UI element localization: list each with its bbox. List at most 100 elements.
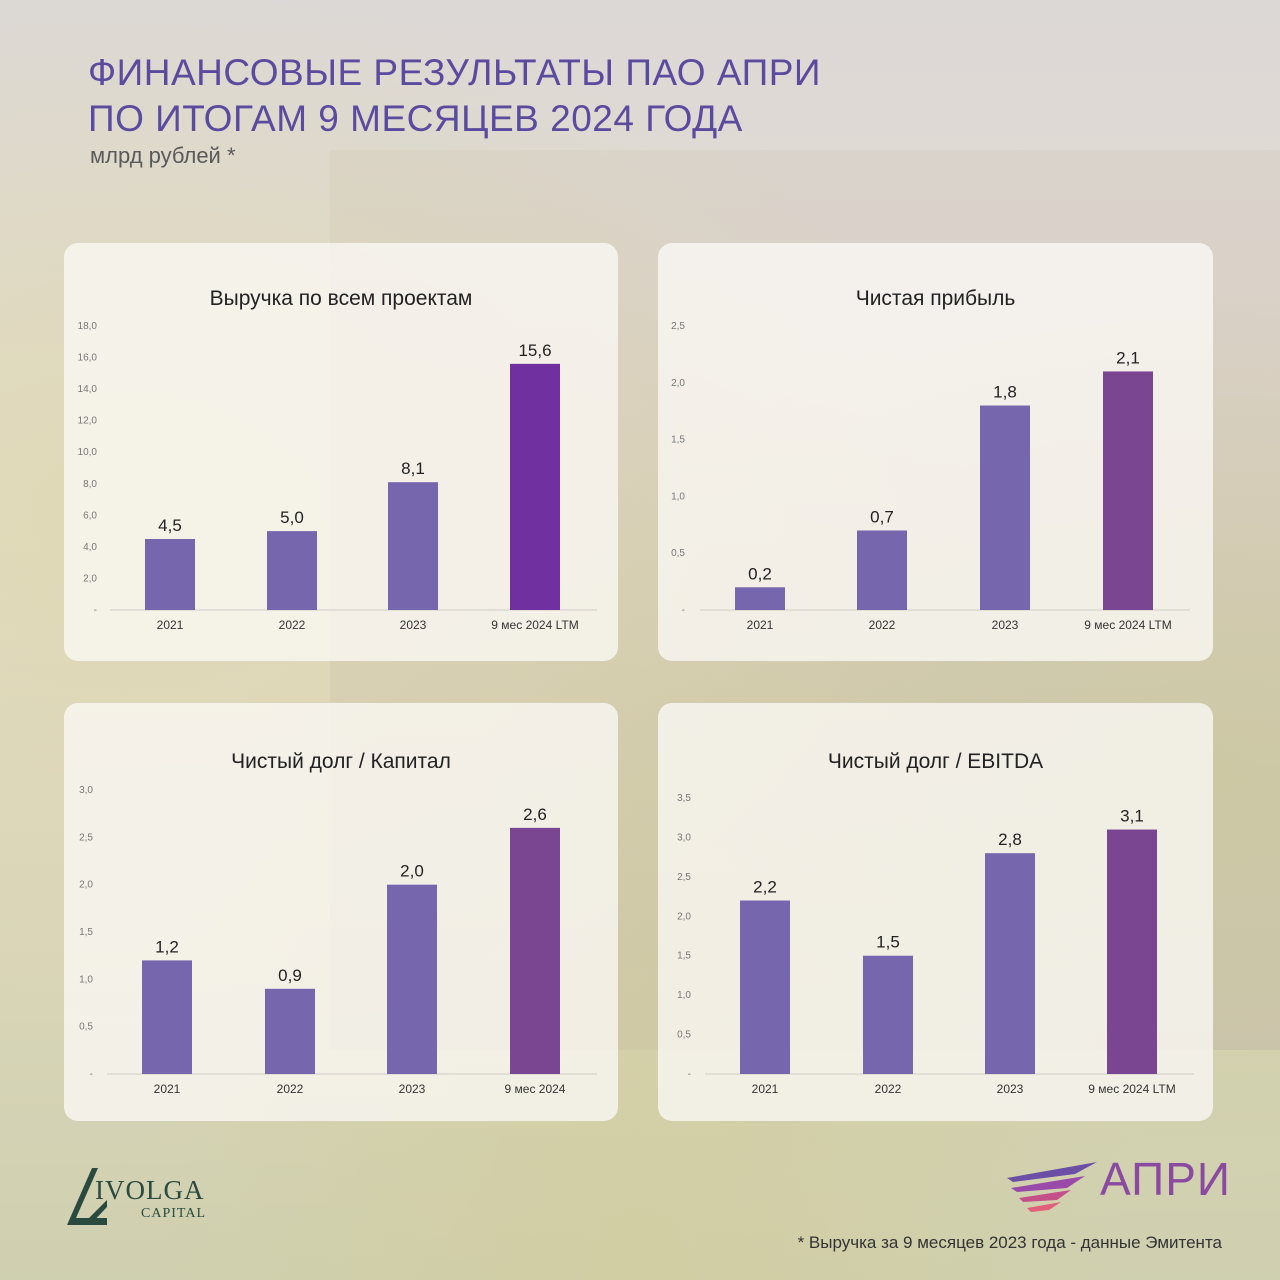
footnote: * Выручка за 9 месяцев 2023 года - данны… [797,1233,1222,1252]
bar [980,405,1030,610]
bar-value-label: 8,1 [401,459,425,478]
debt-capital-chart-panel: Чистый долг / Капитал - 0,5 1,0 1,5 2,0 2,5 3,… [64,703,618,1121]
bar [740,900,790,1074]
revenue-chart-title: Выручка по всем проектам [209,287,473,310]
debt-capital-chart-title: Чистый долг / Капитал [231,750,451,773]
debt-ebitda-chart-panel: Чистый долг / EBITDA - 0,5 1,0 1,5 2,0 2,5 3,0… [658,703,1213,1121]
y-tick-label: 1,0 [677,990,691,1001]
page-subtitle: млрд рублей * [90,143,236,168]
net-profit-chart: - 0,5 1,0 1,5 2,0 2,5 0,2 2021 0,7 2022 1,8 2023 2,1… [671,321,1190,632]
y-tick-label: 2,0 [83,573,97,584]
bar-value-label: 1,8 [993,383,1017,402]
apri-logo-name: АПРИ [1100,1153,1231,1205]
bar [857,530,907,610]
x-category-label: 9 мес 2024 [505,1082,566,1096]
bar-value-label: 1,2 [155,937,179,956]
y-tick-label: 2,0 [671,378,685,389]
y-tick-label: 14,0 [78,384,98,395]
bar [388,482,438,610]
y-tick-label: 12,0 [78,416,98,427]
bar [510,827,560,1074]
bar-value-label: 0,9 [278,966,302,985]
page-title: ФИНАНСОВЫЕ РЕЗУЛЬТАТЫ ПАО АПРИ ПО ИТОГАМ… [88,50,821,142]
x-category-label: 9 мес 2024 LTM [1084,618,1171,632]
y-tick-label: 18,0 [78,321,98,332]
net-profit-chart-panel: Чистая прибыль - 0,5 1,0 1,5 2,0 2,5 0,2 2021 0,… [658,243,1213,661]
y-tick-label: 0,5 [671,548,685,559]
ivolga-logo-subtitle: CAPITAL [141,1206,206,1221]
bar [510,363,560,610]
page-title-line1: ФИНАНСОВЫЕ РЕЗУЛЬТАТЫ ПАО АПРИ [88,52,821,93]
revenue-chart: - 2,0 4,0 6,0 8,0 10,0 12,0 14,0 16,0 18,0 4,5 2021… [78,321,597,632]
y-tick-label: 6,0 [83,510,97,521]
bar-value-label: 3,1 [1120,807,1144,826]
y-tick-label: 16,0 [78,353,98,364]
bar-value-label: 2,6 [523,805,547,824]
x-category-label: 2021 [747,618,774,632]
bar-value-label: 2,1 [1116,348,1140,367]
bar [145,539,195,610]
net-profit-chart-title: Чистая прибыль [855,287,1016,310]
bar-value-label: 2,2 [753,878,777,897]
bar [985,853,1035,1074]
x-category-label: 2023 [399,1082,426,1096]
ivolga-logo-icon [67,1168,107,1225]
x-category-label: 9 мес 2024 LTM [491,618,578,632]
debt-capital-chart: - 0,5 1,0 1,5 2,0 2,5 3,0 1,2 2021 0,9 2022 2,0 2023… [79,785,597,1096]
bar-value-label: 5,0 [280,508,304,527]
y-tick-label: 3,0 [677,832,691,843]
y-tick-label: 1,0 [79,974,93,985]
ivolga-logo-name: IVOLGA [95,1175,205,1205]
y-tick-label: 2,0 [677,911,691,922]
x-category-label: 2022 [277,1082,304,1096]
y-tick-label: 0,5 [79,1022,93,1033]
bar [863,955,913,1074]
bar [267,531,317,610]
y-tick-label: 0,5 [677,1030,691,1041]
page-title-line2: ПО ИТОГАМ 9 МЕСЯЦЕВ 2024 ГОДА [88,98,743,139]
x-category-label: 2023 [992,618,1019,632]
y-tick-label: 3,0 [79,785,93,796]
y-tick-label: 3,5 [677,793,691,804]
x-category-label: 2022 [279,618,306,632]
bar-value-label: 0,7 [870,507,894,526]
x-category-label: 2023 [400,618,427,632]
y-tick-label: 1,5 [677,951,691,962]
apri-logo-icon [1007,1162,1097,1212]
y-tick-label: - [682,605,685,616]
bar [142,960,192,1074]
y-tick-label: 4,0 [83,542,97,553]
debt-ebitda-chart: - 0,5 1,0 1,5 2,0 2,5 3,0 3,5 2,2 2021 1,5 2022 2,8 2… [677,793,1194,1096]
x-category-label: 9 мес 2024 LTM [1088,1082,1175,1096]
y-tick-label: - [90,1069,93,1080]
y-tick-label: 2,5 [677,872,691,883]
x-category-label: 2022 [875,1082,902,1096]
bar [735,587,785,610]
x-category-label: 2022 [869,618,896,632]
y-tick-label: 2,5 [79,832,93,843]
x-category-label: 2021 [752,1082,779,1096]
debt-ebitda-chart-title: Чистый долг / EBITDA [827,750,1044,773]
bar [265,988,315,1074]
y-tick-label: 2,5 [671,321,685,332]
x-category-label: 2021 [157,618,184,632]
y-tick-label: - [94,605,97,616]
bar [1103,371,1153,610]
x-category-label: 2023 [997,1082,1024,1096]
bar-value-label: 1,5 [876,933,900,952]
y-tick-label: 1,5 [671,435,685,446]
y-tick-label: - [688,1069,691,1080]
x-category-label: 2021 [154,1082,181,1096]
bar-value-label: 15,6 [518,341,551,360]
bar [387,884,437,1074]
y-tick-label: 8,0 [83,479,97,490]
bar-value-label: 2,0 [400,862,424,881]
y-tick-label: 2,0 [79,880,93,891]
y-tick-label: 10,0 [78,447,98,458]
revenue-chart-panel: Выручка по всем проектам - 2,0 4,0 6,0 8,0 10… [64,243,618,661]
bar [1107,829,1157,1074]
y-tick-label: 1,0 [671,491,685,502]
bar-value-label: 2,8 [998,830,1022,849]
bar-value-label: 4,5 [158,516,182,535]
y-tick-label: 1,5 [79,927,93,938]
